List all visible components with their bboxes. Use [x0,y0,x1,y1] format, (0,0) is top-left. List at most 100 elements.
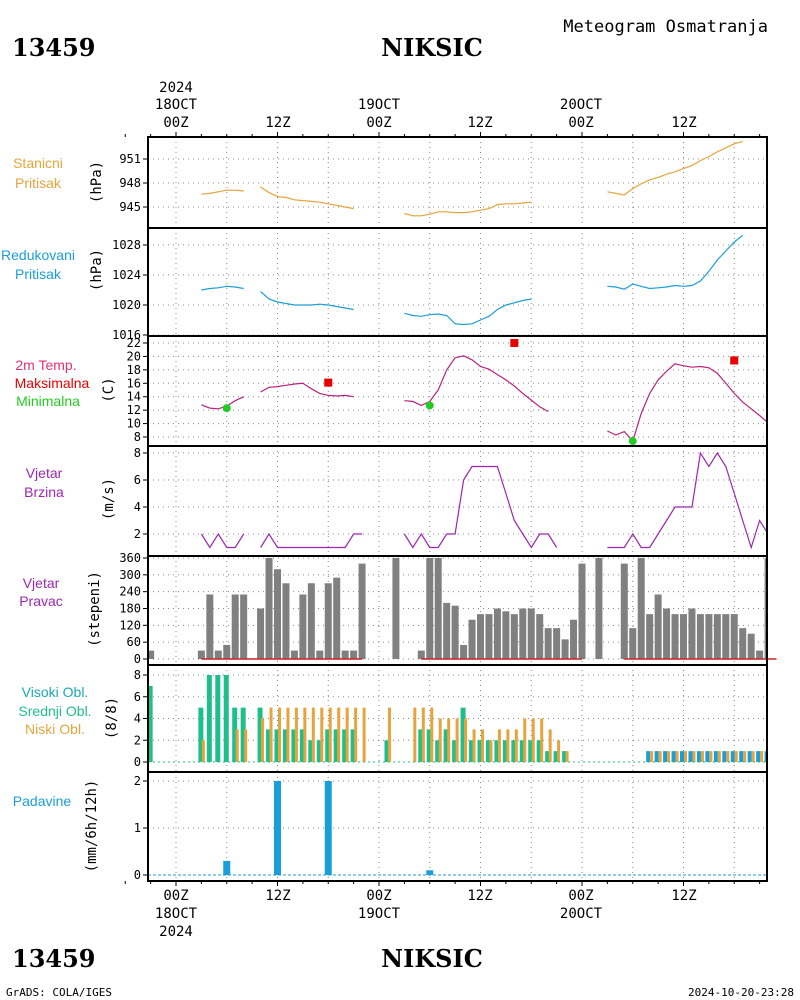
low-cloud-label: Niski Obl. [25,721,85,737]
high-cloud-bar [443,729,449,762]
low-cloud-bar [278,707,281,762]
panel-frames [124,132,768,886]
high-cloud-bar [528,740,534,762]
unit-label: (stepeni) [87,571,103,647]
y-tick-label: 10 [127,417,141,431]
wind-direction-bar [705,614,713,659]
y-tick-label: 945 [119,200,141,214]
panel-label: Vjetar [23,575,60,591]
temperature-line [607,363,767,443]
y-tick-label: 12 [127,403,141,417]
high-cloud-bar [435,740,441,762]
wind-direction-bar [654,594,662,659]
y-tick-label: 2 [134,774,141,788]
low-cloud-bar [760,751,764,762]
max-temp-marker [510,339,519,347]
low-cloud-bar [320,707,324,762]
y-tick-label: 2 [134,527,141,541]
precipitation-bar [426,870,434,875]
reduced-pressure-line [201,285,244,291]
mid-cloud-bar [663,751,668,762]
unit-label: (hPa) [89,249,105,291]
unit-label: (C) [101,377,117,402]
mid-cloud-bar [713,751,718,762]
low-cloud-bar [769,751,772,762]
y-tick-label: 6 [134,690,141,704]
bottom-hour: 00Z [568,888,593,904]
unit-label: (8/8) [104,697,120,739]
wind-direction-bar [460,644,468,659]
temp-label: 2m Temp. [15,357,76,373]
high-cloud-bar [299,729,305,762]
mid-cloud-bar [671,751,676,762]
wind-direction-bar [426,558,434,659]
low-cloud-bar [345,707,349,762]
wind-direction-bar [629,628,637,659]
bottom-hour: 00Z [366,888,391,904]
mid-cloud-bar [696,751,701,762]
wind-direction-bar [722,614,730,659]
low-cloud-bar [464,718,468,762]
y-tick-label: 1020 [112,298,141,312]
wind-direction-bar [773,651,780,659]
y-tick-label: 360 [119,551,141,565]
low-cloud-bar [413,707,417,762]
high-cloud-bar [452,740,458,762]
low-cloud-bar [472,729,476,762]
wind-direction-bar [468,619,476,659]
wind-direction-bar [570,619,578,659]
low-cloud-bar [523,718,527,762]
precip-label: Padavine [13,793,72,809]
wind-direction-bar [333,577,341,659]
low-cloud-bar [354,707,358,762]
footer-station-name: NIKSIC [381,944,483,973]
precipitation-bar [223,860,231,875]
low-cloud-bar [700,751,704,762]
top-hour: 00Z [366,115,391,131]
high-cloud-bar [282,729,288,762]
mid-cloud-bar [680,751,684,762]
bottom-date: 19OCT [358,906,401,922]
low-cloud-bar [684,751,687,762]
y-tick-label: 6 [134,473,141,487]
wind-direction-bar [231,594,239,659]
top-date: 18OCT [155,97,198,113]
wind-direction-bar [434,558,442,659]
high-cloud-bar [477,740,483,762]
low-cloud-bar [489,740,493,762]
wind-direction-bar [561,639,569,659]
station-pressure-line [404,201,532,217]
low-cloud-bar [658,751,662,762]
mid-cloud-bar [764,751,767,762]
y-tick-label: 1024 [112,268,141,282]
top-hour: 00Z [163,115,188,131]
temperature-line [260,382,354,398]
low-cloud-bar [506,729,510,762]
wind-direction-bar [122,651,129,659]
footer-timestamp: 2024-10-20-23:28 [688,986,794,999]
station-name: NIKSIC [381,33,483,62]
mid-cloud-bar [739,751,744,762]
wind-direction-bar [578,563,586,659]
plot-area: 9459489511016102010241028810121416182022… [112,137,780,882]
top-date: 19OCT [358,97,401,113]
wind-direction-bar [392,558,400,659]
high-cloud-bar [536,740,542,762]
footer-software: GrADS: COLA/IGES [6,986,112,999]
wind-direction-bar [223,644,231,659]
mid-cloud-bar [705,751,710,762]
y-tick-label: 18 [127,363,141,377]
y-tick-label: 180 [119,602,141,616]
wind-direction-bar [290,650,298,659]
unit-label: (hPa) [89,161,105,203]
high-cloud-bar [350,729,356,762]
low-cloud-bar [362,707,366,762]
wind-direction-bar [148,650,155,659]
wind-speed-line [260,532,363,549]
low-cloud-bar [557,740,561,762]
top-hour: 00Z [568,115,593,131]
y-tick-label: 0 [134,868,141,882]
precipitation-bar [274,781,281,875]
high-cloud-bar [257,707,263,762]
y-tick-label: 120 [119,618,141,632]
